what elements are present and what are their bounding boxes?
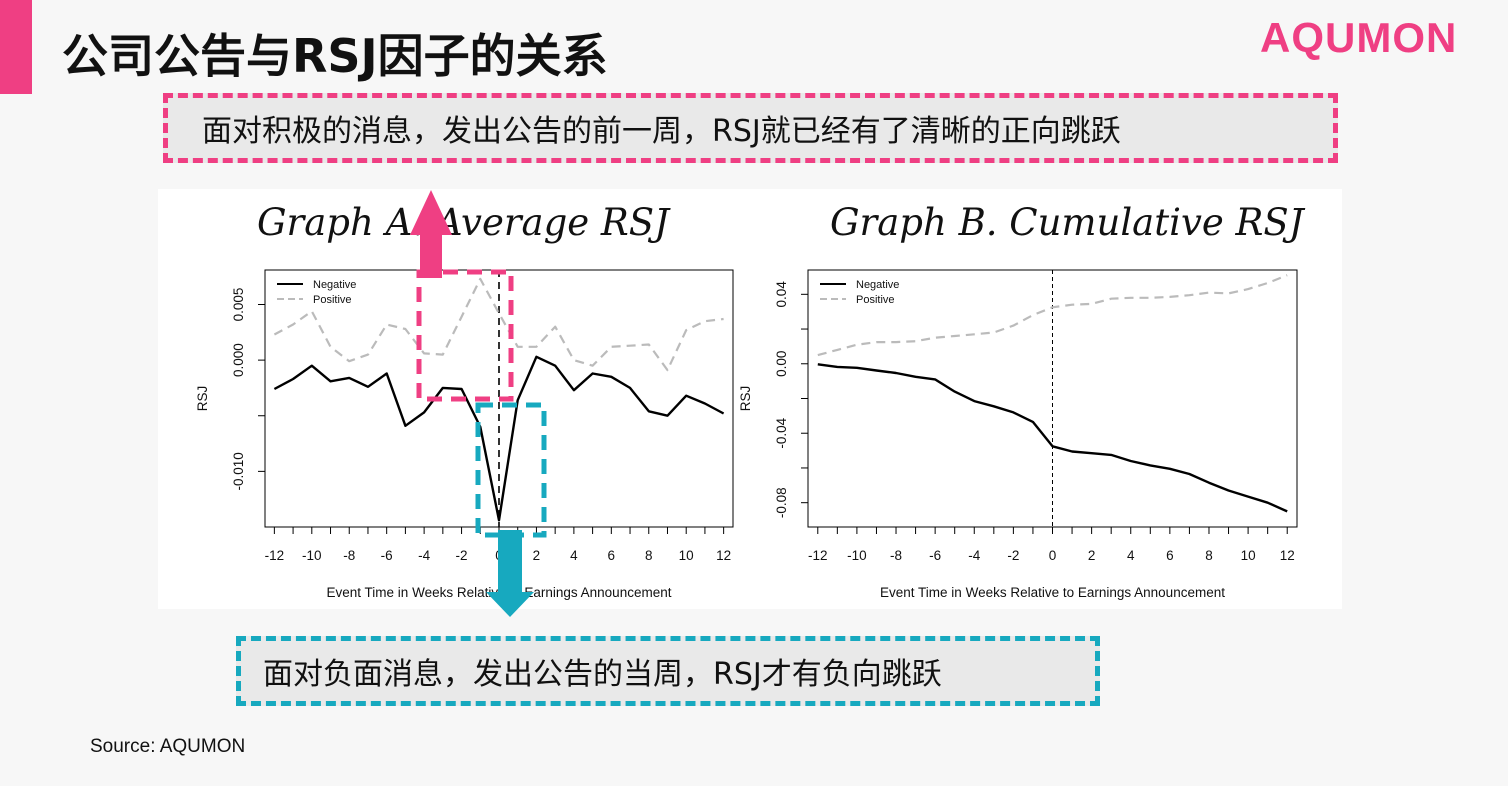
x-tick-label: -12 xyxy=(265,548,285,563)
x-tick-label: -12 xyxy=(808,548,828,563)
x-tick-label: 4 xyxy=(570,548,578,563)
x-tick-label: -6 xyxy=(381,548,393,563)
series-line-positive xyxy=(817,274,1288,357)
aqumon-logo: AQUMON xyxy=(1260,14,1458,61)
x-tick-label: 8 xyxy=(1205,548,1213,563)
legend-label-positive: Positive xyxy=(313,294,352,306)
x-tick-label: 8 xyxy=(645,548,653,563)
chart-panel: Graph A. Average RSJ -12 -10 -8 -6 -4 -2 0 2 4 6 8 1… xyxy=(158,189,1342,609)
callout-negative-text: 面对负面消息，发出公告的当周，RSJ才有负向跳跃 xyxy=(263,657,942,692)
source-note: Source: AQUMON xyxy=(90,736,246,757)
chart-title: Graph A. Average RSJ xyxy=(257,201,671,244)
y-axis-label: RSJ xyxy=(738,386,753,412)
x-tick-label: -4 xyxy=(418,548,430,563)
y-tick-label: 0.000 xyxy=(231,343,246,377)
y-tick-label: 0.005 xyxy=(231,288,246,322)
callout-negative-news: 面对负面消息，发出公告的当周，RSJ才有负向跳跃 xyxy=(236,636,1100,706)
x-tick-label: 10 xyxy=(1241,548,1256,563)
y-tick-label: -0.04 xyxy=(774,417,789,448)
x-tick-label: 4 xyxy=(1127,548,1135,563)
y-tick-label: -0.08 xyxy=(774,487,789,518)
callout-positive-news: 面对积极的消息，发出公告的前一周，RSJ就已经有了清晰的正向跳跃 xyxy=(163,93,1338,163)
series-line-positive xyxy=(273,277,724,372)
x-tick-label: 0 xyxy=(1049,548,1057,563)
x-tick-label: 6 xyxy=(608,548,616,563)
x-tick-label: 2 xyxy=(1088,548,1096,563)
legend-label-negative: Negative xyxy=(313,279,356,291)
legend-label-positive: Positive xyxy=(856,294,895,306)
x-tick-label: -4 xyxy=(968,548,980,563)
x-tick-label: 12 xyxy=(716,548,731,563)
x-axis-label: Event Time in Weeks Relative to Earnings… xyxy=(880,585,1225,600)
page-title: 公司公告与RSJ因子的关系 xyxy=(62,29,608,83)
y-tick-label: -0.010 xyxy=(231,452,246,490)
x-tick-label: -2 xyxy=(1007,548,1019,563)
callout-positive-text: 面对积极的消息，发出公告的前一周，RSJ就已经有了清晰的正向跳跃 xyxy=(202,114,1121,149)
x-tick-label: 10 xyxy=(679,548,694,563)
x-tick-label: -10 xyxy=(847,548,867,563)
y-tick-label: 0.04 xyxy=(774,281,789,308)
chart-b: Graph B. Cumulative RSJ -12 -10 -8 -6 -4 -2 0 2 4… xyxy=(738,201,1306,600)
chart-title: Graph B. Cumulative RSJ xyxy=(830,201,1306,244)
chart-a: Graph A. Average RSJ -12 -10 -8 -6 -4 -2 0 2 4 6 8 1… xyxy=(195,201,734,600)
x-tick-label: -6 xyxy=(929,548,941,563)
x-tick-label: -10 xyxy=(302,548,322,563)
x-tick-label: 6 xyxy=(1166,548,1174,563)
x-tick-label: 0 xyxy=(495,548,503,563)
y-tick-label: 0.00 xyxy=(774,351,789,377)
charts-svg: Graph A. Average RSJ -12 -10 -8 -6 -4 -2 0 2 4 6 8 1… xyxy=(195,201,1306,600)
y-axis-label: RSJ xyxy=(195,386,210,412)
x-tick-label: 2 xyxy=(533,548,541,563)
x-tick-label: -8 xyxy=(343,548,355,563)
x-tick-label: -2 xyxy=(456,548,468,563)
x-axis-label: Event Time in Weeks Relative to Earnings… xyxy=(327,585,672,600)
accent-bar xyxy=(0,0,32,94)
x-tick-label: 12 xyxy=(1280,548,1295,563)
series-line-negative xyxy=(817,363,1288,513)
x-tick-label: -8 xyxy=(890,548,902,563)
legend-label-negative: Negative xyxy=(856,279,899,291)
